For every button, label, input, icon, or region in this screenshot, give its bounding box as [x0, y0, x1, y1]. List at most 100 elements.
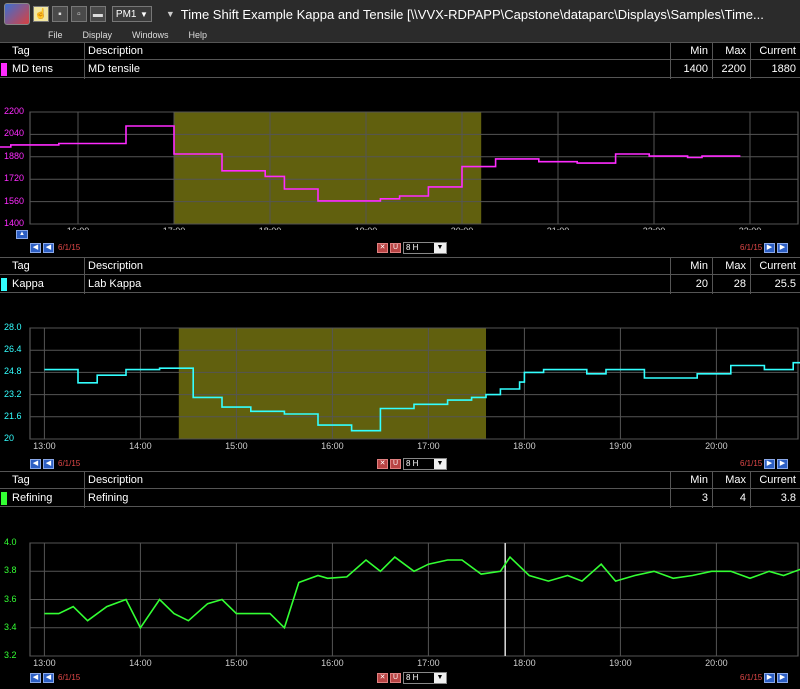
trend-chart-kappa[interactable]: 28.0 26.4 24.8 23.2 21.6 20 13:00 14:00 15:00 16:… — [0, 319, 800, 457]
title-bar: ☝ ▪ ▫ ▬ PM1 ▼ ▼ Time Shift Example Kappa … — [0, 0, 800, 28]
tag-name: Kappa — [12, 278, 44, 290]
app-logo-icon[interactable] — [4, 3, 30, 25]
menu-file[interactable]: File — [48, 30, 63, 40]
x-tick-label: 19:00 — [609, 441, 632, 451]
tag-row[interactable]: Kappa Lab Kappa 20 28 25.5 — [0, 276, 800, 293]
time-scrollbar[interactable]: ▲ ◀ ◀ 6/1/15 ✕ U 8 H ▼ 6/1/15 ▶ ▶ — [0, 230, 800, 254]
quick-access-dropdown-icon[interactable]: ▼ — [165, 9, 175, 19]
x-tick-label: 14:00 — [129, 441, 152, 451]
tag-max: 4 — [739, 492, 746, 504]
chevron-down-icon: ▼ — [434, 243, 446, 253]
y-tick-label: 3.2 — [4, 650, 17, 660]
chevron-down-icon: ▼ — [139, 9, 148, 19]
chevron-down-icon: ▼ — [434, 673, 446, 683]
header-description[interactable]: Description — [88, 474, 144, 486]
menu-bar: File Display Windows Help — [0, 28, 800, 42]
tag-current: 3.8 — [780, 492, 796, 504]
undo-icon[interactable]: U — [390, 243, 401, 253]
tag-row[interactable]: MD tens MD tensile 1400 2200 1880 — [0, 61, 800, 78]
header-min[interactable]: Min — [690, 45, 708, 57]
time-scrollbar[interactable]: ◀ ◀ 6/1/15 ✕ U 8 H ▼ 6/1/15 ▶ ▶ — [0, 672, 800, 685]
page-back-icon[interactable]: ◀ — [30, 673, 41, 683]
header-tag[interactable]: Tag — [12, 474, 30, 486]
step-back-icon[interactable]: ◀ — [43, 673, 54, 683]
series-line — [0, 125, 741, 202]
trend-chart-tensile[interactable]: 22002040188017201560140016:0017:0018:001… — [0, 104, 800, 236]
plant-selector[interactable]: PM1 ▼ — [111, 6, 152, 22]
trend-plot-refining[interactable] — [0, 535, 800, 668]
tag-description: MD tensile — [88, 63, 140, 75]
menu-windows[interactable]: Windows — [132, 30, 169, 40]
time-scrollbar[interactable]: ◀ ◀ 6/1/15 ✕ U 8 H ▼ 6/1/15 ▶ ▶ — [0, 458, 800, 471]
chevron-down-icon: ▼ — [434, 459, 446, 469]
scroll-up-icon[interactable]: ▲ — [16, 230, 28, 239]
print-icon[interactable]: ▬ — [89, 6, 106, 22]
header-current[interactable]: Current — [759, 260, 796, 272]
page-forward-icon[interactable]: ▶ — [777, 243, 788, 253]
trend-chart-refining[interactable]: 4.0 3.8 3.6 3.4 3.2 13:00 14:00 15:00 16:00 17:00… — [0, 535, 800, 668]
step-back-icon[interactable]: ◀ — [43, 243, 54, 253]
header-min[interactable]: Min — [690, 260, 708, 272]
y-tick-label: 20 — [4, 433, 15, 443]
page-back-icon[interactable]: ◀ — [30, 243, 41, 253]
start-date: 6/1/15 — [58, 243, 81, 252]
cancel-time-shift-icon[interactable]: ✕ — [377, 243, 388, 253]
tag-table-header: Tag Description Min Max Current — [0, 258, 800, 275]
time-span-select[interactable]: 8 H ▼ — [403, 458, 447, 470]
tag-description: Refining — [88, 492, 129, 504]
y-tick-label: 4.0 — [4, 537, 17, 547]
y-tick-label: 2040 — [4, 128, 25, 139]
page-forward-icon[interactable]: ▶ — [777, 673, 788, 683]
x-tick-label: 16:00 — [321, 441, 344, 451]
header-min[interactable]: Min — [690, 474, 708, 486]
pointer-tool-icon[interactable]: ☝ — [32, 6, 49, 22]
start-date: 6/1/15 — [58, 459, 81, 468]
trend-plot-tensile[interactable] — [0, 104, 800, 229]
end-date: 6/1/15 — [740, 673, 763, 682]
y-tick-label: 23.2 — [4, 388, 22, 399]
cancel-time-shift-icon[interactable]: ✕ — [377, 459, 388, 469]
page-forward-icon[interactable]: ▶ — [777, 459, 788, 469]
undo-icon[interactable]: U — [390, 673, 401, 683]
header-max[interactable]: Max — [725, 260, 746, 272]
undo-icon[interactable]: U — [390, 459, 401, 469]
menu-help[interactable]: Help — [188, 30, 208, 40]
y-tick-label: 24.8 — [4, 366, 22, 377]
tag-row[interactable]: Refining Refining 3 4 3.8 — [0, 490, 800, 507]
x-tick-label: 16:00 — [321, 658, 344, 668]
header-max[interactable]: Max — [725, 474, 746, 486]
pen-color-swatch[interactable] — [1, 278, 7, 291]
x-tick-label: 18:00 — [513, 441, 536, 451]
x-tick-label: 20:00 — [705, 658, 728, 668]
step-forward-icon[interactable]: ▶ — [764, 243, 775, 253]
cancel-time-shift-icon[interactable]: ✕ — [377, 673, 388, 683]
start-date: 6/1/15 — [58, 673, 81, 682]
header-tag[interactable]: Tag — [12, 260, 30, 272]
header-tag[interactable]: Tag — [12, 45, 30, 57]
time-span-select[interactable]: 8 H ▼ — [403, 672, 447, 684]
trend-plot-kappa[interactable] — [0, 319, 800, 457]
header-current[interactable]: Current — [759, 474, 796, 486]
pen-color-swatch[interactable] — [1, 63, 7, 76]
x-tick-label: 15:00 — [225, 441, 248, 451]
step-back-icon[interactable]: ◀ — [43, 459, 54, 469]
header-current[interactable]: Current — [759, 45, 796, 57]
save-icon[interactable]: ▪ — [51, 6, 68, 22]
tag-min: 1400 — [683, 63, 708, 75]
menu-display[interactable]: Display — [82, 30, 113, 40]
page-back-icon[interactable]: ◀ — [30, 459, 41, 469]
save-as-icon[interactable]: ▫ — [70, 6, 87, 22]
header-description[interactable]: Description — [88, 45, 144, 57]
x-tick-label: 17:00 — [417, 441, 440, 451]
time-span-select[interactable]: 8 H ▼ — [403, 242, 447, 254]
step-forward-icon[interactable]: ▶ — [764, 673, 775, 683]
tag-table-header: Tag Description Min Max Current — [0, 472, 800, 489]
header-description[interactable]: Description — [88, 260, 144, 272]
y-tick-label: 1560 — [4, 195, 25, 206]
header-max[interactable]: Max — [725, 45, 746, 57]
pen-color-swatch[interactable] — [1, 492, 7, 505]
tag-table-refining: Tag Description Min Max Current Refining… — [0, 471, 800, 508]
end-date: 6/1/15 — [740, 243, 763, 252]
y-tick-label: 1400 — [4, 218, 25, 228]
step-forward-icon[interactable]: ▶ — [764, 459, 775, 469]
